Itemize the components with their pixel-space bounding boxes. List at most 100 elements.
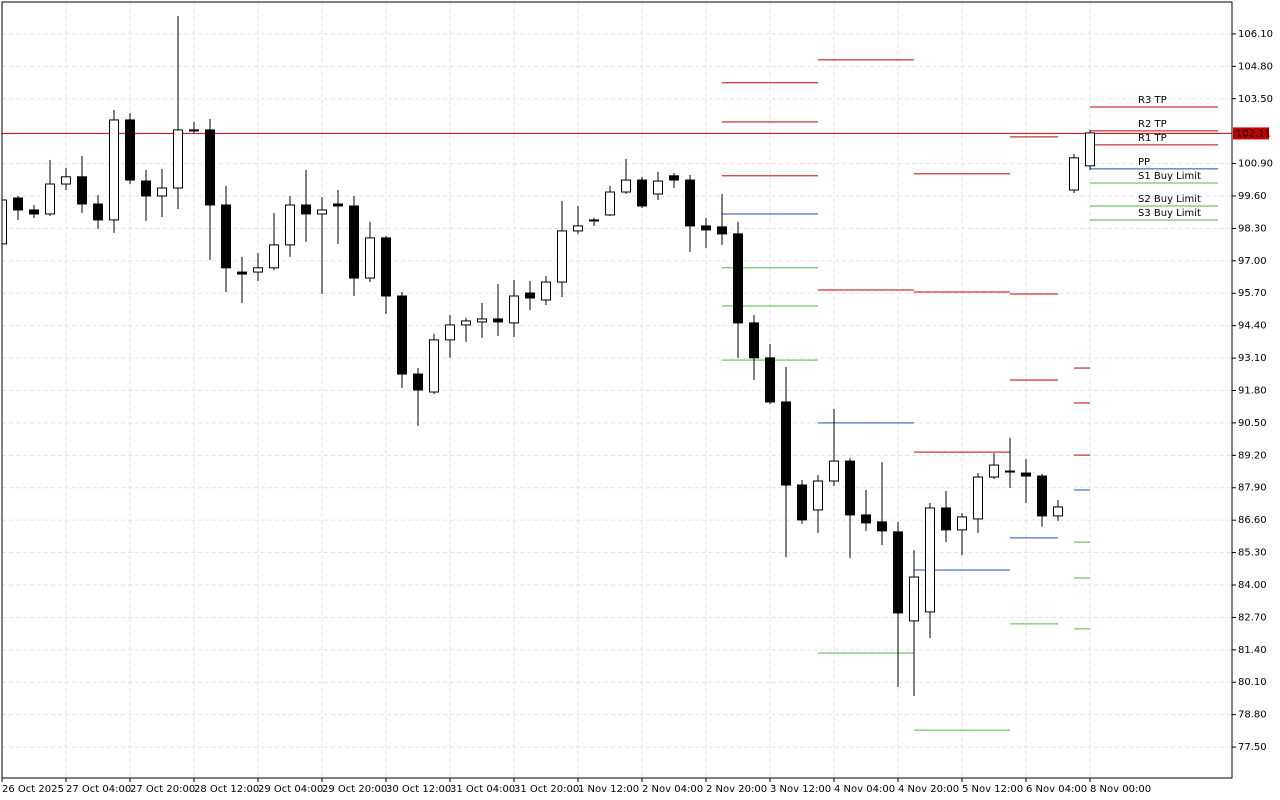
candle-body	[781, 401, 791, 486]
candle-body	[333, 203, 343, 207]
candle-body	[317, 209, 327, 215]
y-tick-label: 78.80	[1238, 710, 1267, 721]
candle-body	[909, 576, 919, 622]
y-tick-label: 82.70	[1238, 612, 1267, 623]
x-tick-label: 26 Oct 2025	[2, 784, 64, 795]
candle-body	[301, 204, 311, 215]
candle-body	[813, 480, 823, 511]
candle-body	[93, 203, 103, 221]
y-tick-label: 77.50	[1238, 742, 1267, 753]
candle-body	[429, 339, 439, 393]
candle-body	[845, 460, 855, 516]
x-tick-label: 29 Oct 20:00	[322, 784, 387, 795]
candle-body	[477, 318, 487, 323]
x-tick-label: 6 Nov 04:00	[1026, 784, 1087, 795]
candle-body	[653, 180, 663, 195]
candle-body	[509, 295, 519, 324]
x-tick-label: 3 Nov 12:00	[770, 784, 831, 795]
candle-body	[205, 129, 215, 206]
y-tick-label: 97.00	[1238, 256, 1267, 267]
candle-body	[1037, 475, 1047, 517]
candle-body	[589, 219, 599, 222]
last-price-tag	[1233, 127, 1269, 140]
x-tick-label: 31 Oct 04:00	[450, 784, 515, 795]
candle-body	[1021, 472, 1031, 477]
y-tick-label: 93.10	[1238, 353, 1267, 364]
axes: 106.10 104.80 103.50 100.90 99.60 98.30 97.00 9…	[1, 29, 1273, 795]
y-tick-label: 103.50	[1238, 94, 1273, 105]
candle-body	[381, 237, 391, 297]
candle-body	[349, 205, 359, 279]
candle-body	[125, 119, 135, 181]
candle-body	[237, 271, 247, 275]
y-tick-label: 87.90	[1238, 483, 1267, 494]
plot-area: R3 TP R2 TP R1 TP PP S1 Buy Limit S2 Buy Limi…	[2, 15, 1232, 731]
level-label: R1 TP	[1138, 133, 1167, 144]
candle-body	[989, 464, 999, 478]
y-tick-label: 90.50	[1238, 418, 1267, 429]
candle-body	[269, 244, 279, 269]
candle-body	[605, 191, 615, 216]
x-tick-label: 29 Oct 04:00	[258, 784, 323, 795]
candle-body	[685, 179, 695, 227]
candle-body	[557, 230, 567, 283]
candle-body	[573, 225, 583, 232]
candle-body	[1053, 506, 1063, 517]
y-tick-label: 89.20	[1238, 450, 1267, 461]
x-tick-label: 27 Oct 20:00	[130, 784, 195, 795]
candle-body	[29, 209, 39, 215]
y-tick-label: 94.40	[1238, 321, 1267, 332]
candle-body	[397, 295, 407, 375]
candle-body	[109, 119, 119, 221]
candle-body	[61, 176, 71, 185]
candle-body	[637, 179, 647, 207]
candle-body	[253, 267, 263, 273]
candle-body	[189, 129, 199, 132]
y-tick-label: 98.30	[1238, 223, 1267, 234]
x-tick-label: 30 Oct 12:00	[386, 784, 451, 795]
y-tick-label: 85.30	[1238, 548, 1267, 559]
candle-body	[493, 318, 503, 323]
y-tick-label: 95.70	[1238, 288, 1267, 299]
y-tick-label: 104.80	[1238, 61, 1273, 72]
y-tick-label: 81.40	[1238, 645, 1267, 656]
candle-body	[957, 516, 967, 531]
x-tick-label: 1 Nov 12:00	[578, 784, 639, 795]
candle-body	[749, 322, 759, 359]
candle-body	[365, 237, 375, 279]
x-tick-label: 28 Oct 12:00	[194, 784, 259, 795]
last-price-label: 102.11	[1236, 128, 1271, 139]
x-tick-label: 31 Oct 20:00	[514, 784, 579, 795]
candle-body	[2, 199, 7, 245]
candle-body	[173, 129, 183, 189]
y-tick-label: 84.00	[1238, 580, 1267, 591]
y-tick-label: 80.10	[1238, 677, 1267, 688]
candle-body	[621, 179, 631, 193]
x-tick-label: 4 Nov 04:00	[834, 784, 895, 795]
candle-body	[717, 226, 727, 235]
level-label: PP	[1138, 157, 1150, 168]
candle-body	[285, 204, 295, 246]
grid	[1, 2, 1232, 778]
candle-body	[925, 507, 935, 613]
x-tick-label: 27 Oct 04:00	[66, 784, 131, 795]
candle-body	[829, 460, 839, 482]
level-label: R2 TP	[1138, 119, 1167, 130]
x-tick-label: 4 Nov 20:00	[898, 784, 959, 795]
candle-body	[525, 292, 535, 299]
candle-body	[941, 507, 951, 531]
x-tick-label: 5 Nov 12:00	[962, 784, 1023, 795]
candle-body	[1005, 470, 1015, 473]
level-label: R3 TP	[1138, 95, 1167, 106]
candle-body	[861, 514, 871, 524]
candle-body	[797, 484, 807, 521]
y-tick-label: 86.60	[1238, 515, 1267, 526]
level-label: S2 Buy Limit	[1138, 194, 1201, 205]
candle-body	[157, 187, 167, 197]
candle-body	[45, 183, 55, 215]
x-tick-label: 2 Nov 20:00	[706, 784, 767, 795]
candle-body	[733, 233, 743, 324]
y-tick-label: 100.90	[1238, 159, 1273, 170]
